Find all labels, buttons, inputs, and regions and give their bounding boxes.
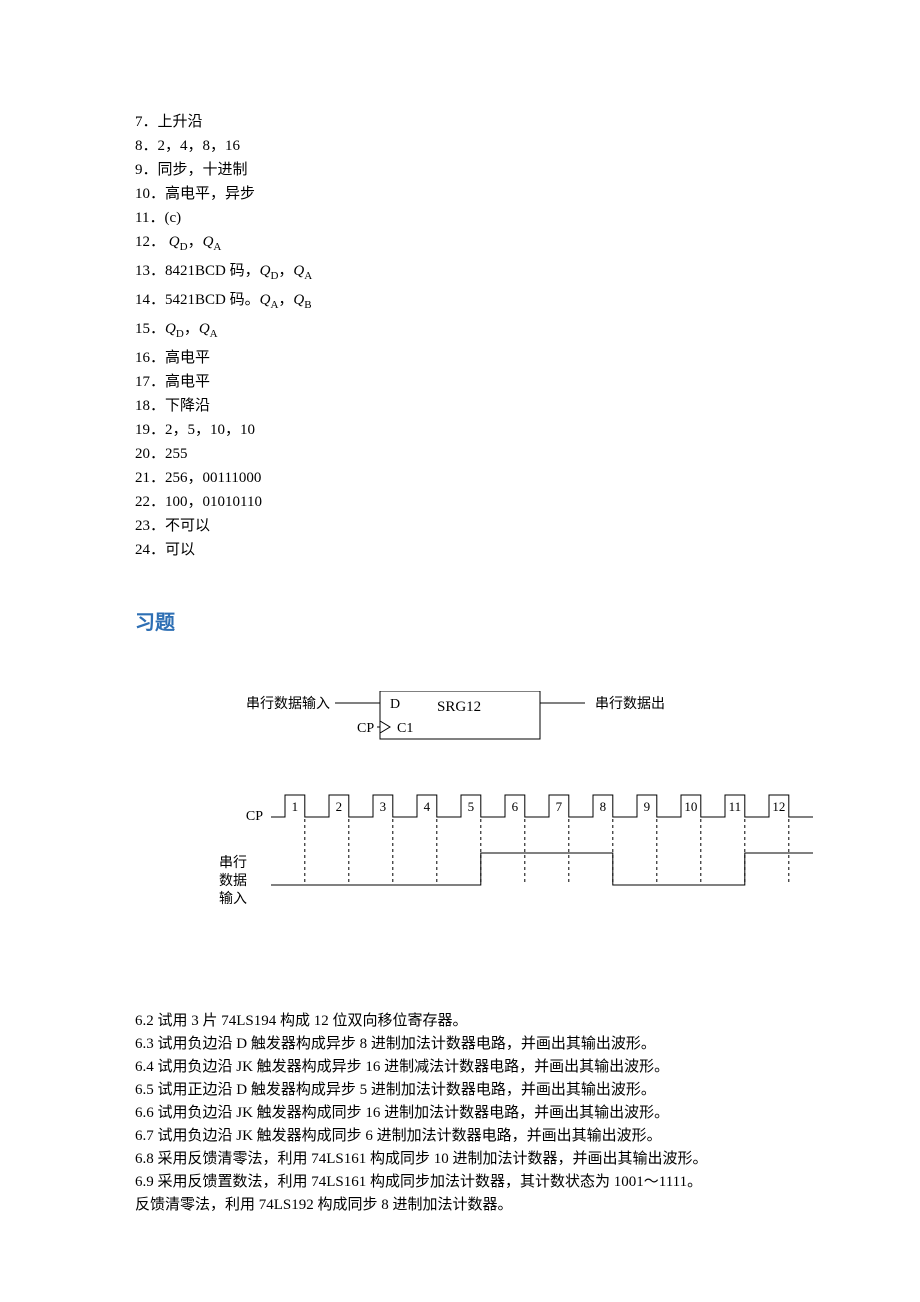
problem-line: 6.7 试用负边沿 JK 触发器构成同步 6 进制加法计数器电路，并画出其输出波… <box>135 1125 920 1148</box>
problem-line: 6.9 采用反馈置数法，利用 74LS161 构成同步加法计数器，其计数状态为 … <box>135 1171 920 1194</box>
answer-line: 17．高电平 <box>135 370 920 394</box>
answer-line: 19．2，5，10，10 <box>135 418 920 442</box>
svg-text:串行数据出: 串行数据出 <box>595 696 665 712</box>
page-root: 7．上升沿8．2，4，8，169．同步，十进制10．高电平，异步11．(c)12… <box>0 0 920 1302</box>
svg-text:串行数据输入: 串行数据输入 <box>246 696 330 712</box>
problem-line: 6.6 试用负边沿 JK 触发器构成同步 16 进制加法计数器电路，并画出其输出… <box>135 1102 920 1125</box>
svg-text:5: 5 <box>468 799 475 814</box>
answer-line: 11．(c) <box>135 206 920 230</box>
answer-line: 8．2，4，8，16 <box>135 134 920 158</box>
problem-line: 反馈清零法，利用 74LS192 构成同步 8 进制加法计数器。 <box>135 1194 920 1217</box>
answer-line: 15．QD，QA <box>135 317 920 346</box>
svg-text:8: 8 <box>600 799 607 814</box>
svg-text:C1: C1 <box>397 721 413 736</box>
svg-text:12: 12 <box>772 799 785 814</box>
problem-line: 6.4 试用负边沿 JK 触发器构成异步 16 进制减法计数器电路，并画出其输出… <box>135 1056 920 1079</box>
answers-list: 7．上升沿8．2，4，8，169．同步，十进制10．高电平，异步11．(c)12… <box>135 110 920 562</box>
answer-line: 14．5421BCD 码。QA，QB <box>135 288 920 317</box>
svg-text:10: 10 <box>684 799 697 814</box>
svg-text:CP: CP <box>246 809 263 824</box>
svg-text:11: 11 <box>729 799 742 814</box>
svg-text:7: 7 <box>556 799 563 814</box>
svg-text:3: 3 <box>380 799 387 814</box>
svg-text:9: 9 <box>644 799 651 814</box>
svg-text:数据: 数据 <box>219 873 247 889</box>
answer-line: 7．上升沿 <box>135 110 920 134</box>
svg-text:SRG12: SRG12 <box>437 699 481 715</box>
svg-text:6: 6 <box>512 799 519 814</box>
answer-line: 23．不可以 <box>135 514 920 538</box>
answer-line: 9．同步，十进制 <box>135 158 920 182</box>
answer-line: 13．8421BCD 码，QD，QA <box>135 259 920 288</box>
timing-diagram: 串行数据输入 D CP C1 SRG12 串行数据出 <box>185 691 865 951</box>
answer-line: 22．100，01010110 <box>135 490 920 514</box>
diagram-container: 串行数据输入 D CP C1 SRG12 串行数据出 <box>185 691 920 956</box>
answer-line: 20．255 <box>135 442 920 466</box>
svg-text:输入: 输入 <box>219 891 247 907</box>
problem-line: 6.3 试用负边沿 D 触发器构成异步 8 进制加法计数器电路，并画出其输出波形… <box>135 1033 920 1056</box>
problem-line: 6.5 试用正边沿 D 触发器构成异步 5 进制加法计数器电路，并画出其输出波形… <box>135 1079 920 1102</box>
problems-list: 6.2 试用 3 片 74LS194 构成 12 位双向移位寄存器。6.3 试用… <box>135 1010 920 1217</box>
answer-line: 12． QD，QA <box>135 230 920 259</box>
section-title: 习题 <box>135 606 920 635</box>
answer-line: 24．可以 <box>135 538 920 562</box>
svg-text:CP: CP <box>357 721 374 736</box>
svg-text:串行: 串行 <box>219 855 247 871</box>
answer-line: 10．高电平，异步 <box>135 182 920 206</box>
problem-line: 6.2 试用 3 片 74LS194 构成 12 位双向移位寄存器。 <box>135 1010 920 1033</box>
answer-line: 18．下降沿 <box>135 394 920 418</box>
svg-text:4: 4 <box>424 799 431 814</box>
svg-text:D: D <box>390 697 400 712</box>
answer-line: 21．256，00111000 <box>135 466 920 490</box>
answer-line: 16．高电平 <box>135 346 920 370</box>
problem-line: 6.8 采用反馈清零法，利用 74LS161 构成同步 10 进制加法计数器，并… <box>135 1148 920 1171</box>
svg-text:1: 1 <box>292 799 299 814</box>
svg-text:2: 2 <box>336 799 343 814</box>
